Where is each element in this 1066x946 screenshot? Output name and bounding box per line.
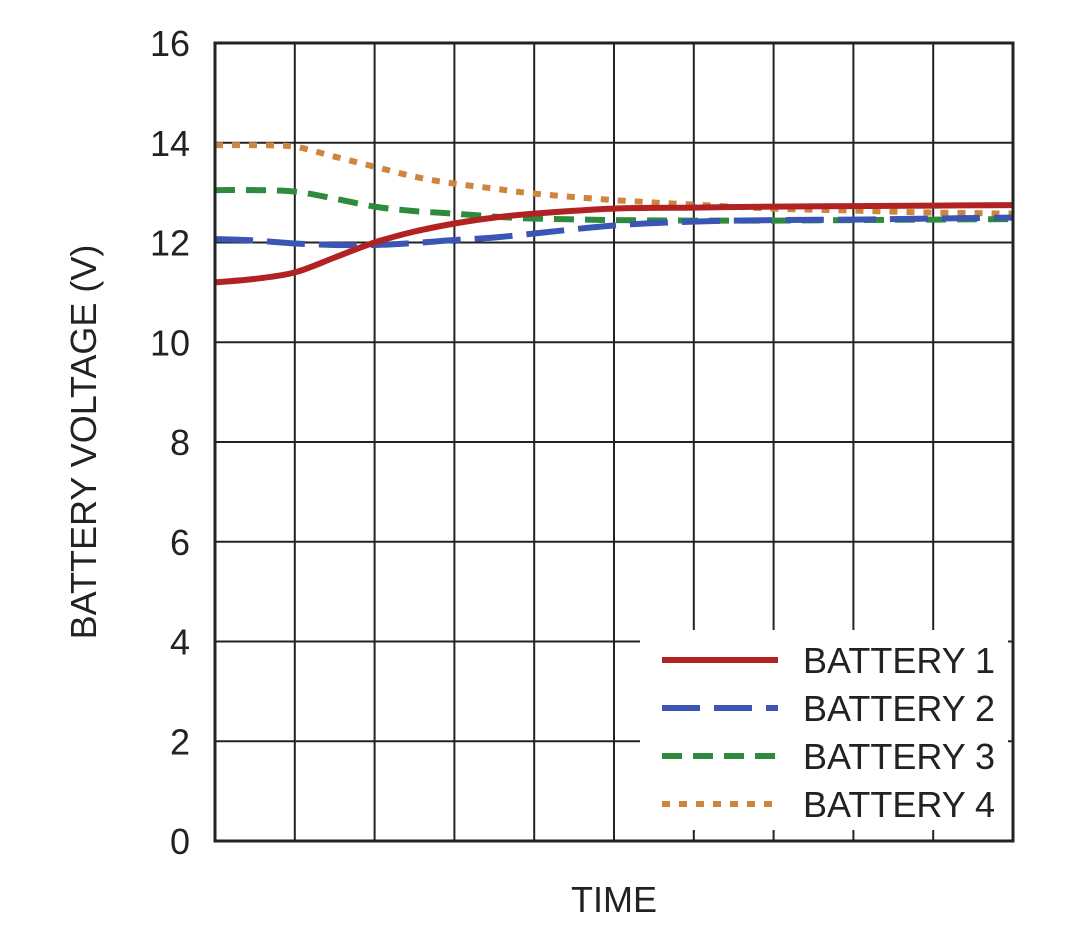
x-axis-label: TIME <box>571 879 657 920</box>
y-tick-label: 4 <box>170 622 190 663</box>
series-line-1 <box>214 202 1014 286</box>
series-lines <box>214 142 1014 286</box>
y-tick-label: 8 <box>170 422 190 463</box>
legend-background <box>640 630 1008 830</box>
series-line-2 <box>214 214 1014 249</box>
y-tick-label: 10 <box>150 322 190 363</box>
y-tick-label: 6 <box>170 522 190 563</box>
y-axis-label: BATTERY VOLTAGE (V) <box>63 245 104 640</box>
series-line-4 <box>214 142 1014 217</box>
y-tick-label: 0 <box>170 821 190 862</box>
legend: BATTERY 1 BATTERY 2 BATTERY 3 BATTERY 4 <box>662 640 995 825</box>
y-tick-labels: 0 2 4 6 8 10 12 14 16 <box>150 23 190 862</box>
legend-label-1: BATTERY 1 <box>803 640 995 681</box>
legend-label-4: BATTERY 4 <box>803 784 995 825</box>
grid <box>215 43 1013 841</box>
legend-label-3: BATTERY 3 <box>803 736 995 777</box>
y-tick-label: 14 <box>150 123 190 164</box>
y-tick-label: 2 <box>170 721 190 762</box>
legend-label-2: BATTERY 2 <box>803 688 995 729</box>
y-tick-label: 16 <box>150 23 190 64</box>
y-tick-label: 12 <box>150 223 190 264</box>
plot-frame <box>213 41 1015 843</box>
